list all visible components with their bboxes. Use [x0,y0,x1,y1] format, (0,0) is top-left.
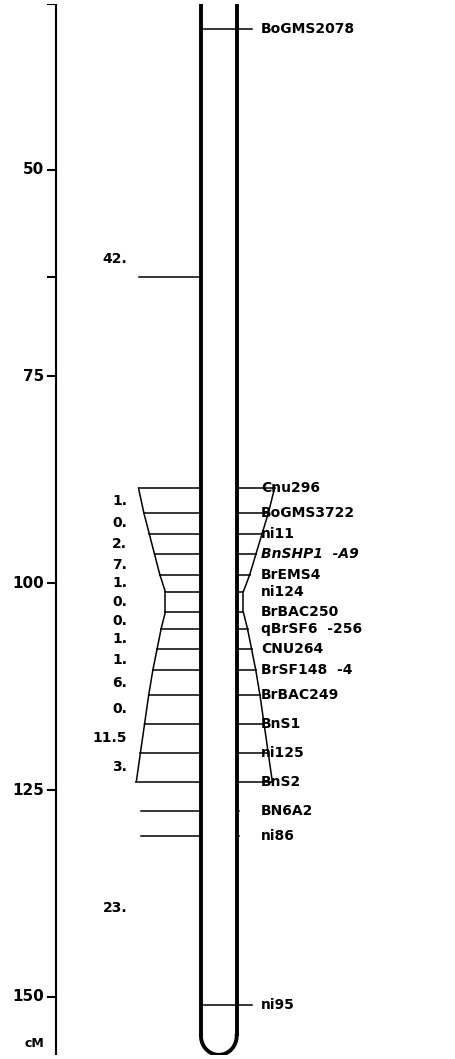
Text: CNU264: CNU264 [261,643,324,657]
Text: BrEMS4: BrEMS4 [261,568,322,582]
Text: 125: 125 [12,783,45,797]
Text: 0.: 0. [112,517,127,531]
Text: ni95: ni95 [261,999,295,1012]
Text: 6.: 6. [112,676,127,689]
Text: ni86: ni86 [261,828,295,843]
Text: BoGMS2078: BoGMS2078 [261,22,355,36]
Text: 0.: 0. [112,702,127,717]
Text: 1.: 1. [112,493,127,507]
Text: 1.: 1. [112,652,127,667]
Text: Cnu296: Cnu296 [261,481,320,496]
Text: BnSHP1  -A9: BnSHP1 -A9 [261,548,359,561]
Text: 75: 75 [23,369,45,384]
Text: 1.: 1. [112,632,127,646]
Text: BrBAC249: BrBAC249 [261,688,339,702]
Text: 2.: 2. [112,537,127,551]
Text: 42.: 42. [103,252,127,266]
Text: 3.: 3. [112,760,127,774]
Text: ni11: ni11 [261,526,295,541]
Text: 150: 150 [13,989,45,1004]
Text: ni125: ni125 [261,746,305,760]
Text: BN6A2: BN6A2 [261,804,313,818]
Text: 1.: 1. [112,576,127,590]
Text: 0.: 0. [112,613,127,628]
Text: ni124: ni124 [261,585,305,598]
Text: qBrSF6  -256: qBrSF6 -256 [261,622,362,635]
Text: BrBAC250: BrBAC250 [261,606,339,620]
Text: 100: 100 [13,576,45,591]
Text: 11.5: 11.5 [93,732,127,746]
Text: 50: 50 [23,162,45,177]
Text: BnS1: BnS1 [261,717,302,731]
Text: BrSF148  -4: BrSF148 -4 [261,663,353,677]
Text: 0.: 0. [112,595,127,609]
Text: 23.: 23. [103,901,127,915]
Text: cM: cM [25,1037,45,1049]
Text: BoGMS3722: BoGMS3722 [261,506,355,520]
Text: 7.: 7. [112,558,127,572]
Text: BnS2: BnS2 [261,775,302,789]
